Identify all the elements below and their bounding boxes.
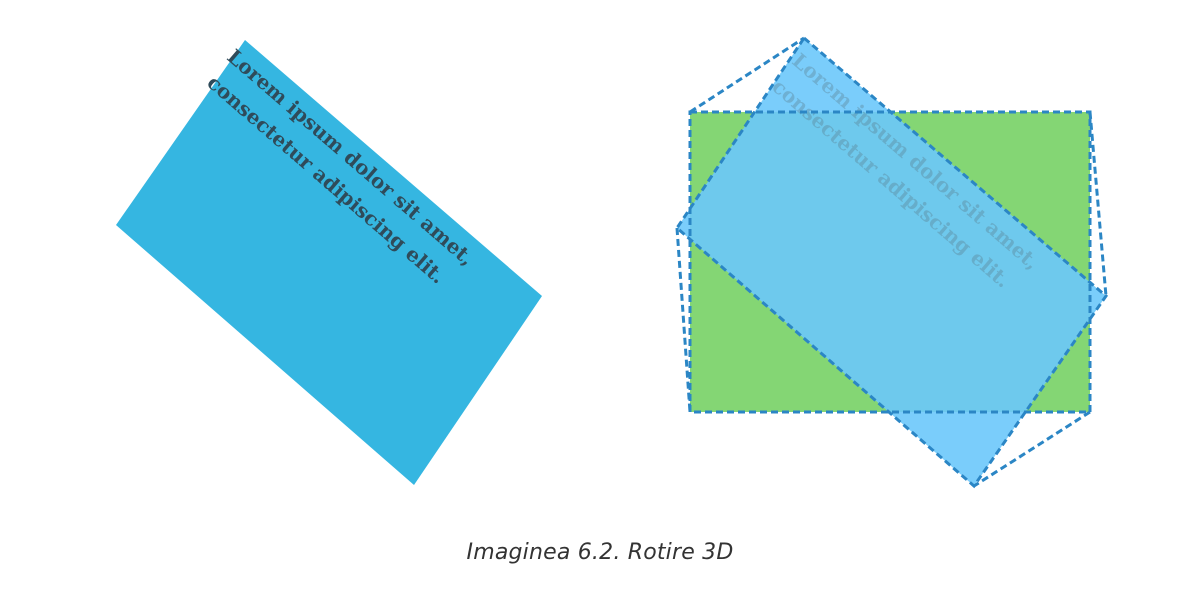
figure-caption: Imaginea 6.2. Rotire 3D (466, 540, 734, 565)
connector-top-left (689, 36, 805, 114)
left-rotated-card: Lorem ipsum dolor sit amet, consectetur … (116, 40, 542, 485)
connector-top-right (1088, 111, 1108, 297)
blue-rotated-rectangle (677, 38, 1106, 486)
connector-left (675, 227, 692, 413)
right-rotation-illustration: Lorem ipsum dolor sit amet, consectetur … (675, 35, 1109, 489)
left-card-shape (116, 40, 542, 485)
connector-bottom-right (973, 410, 1091, 488)
